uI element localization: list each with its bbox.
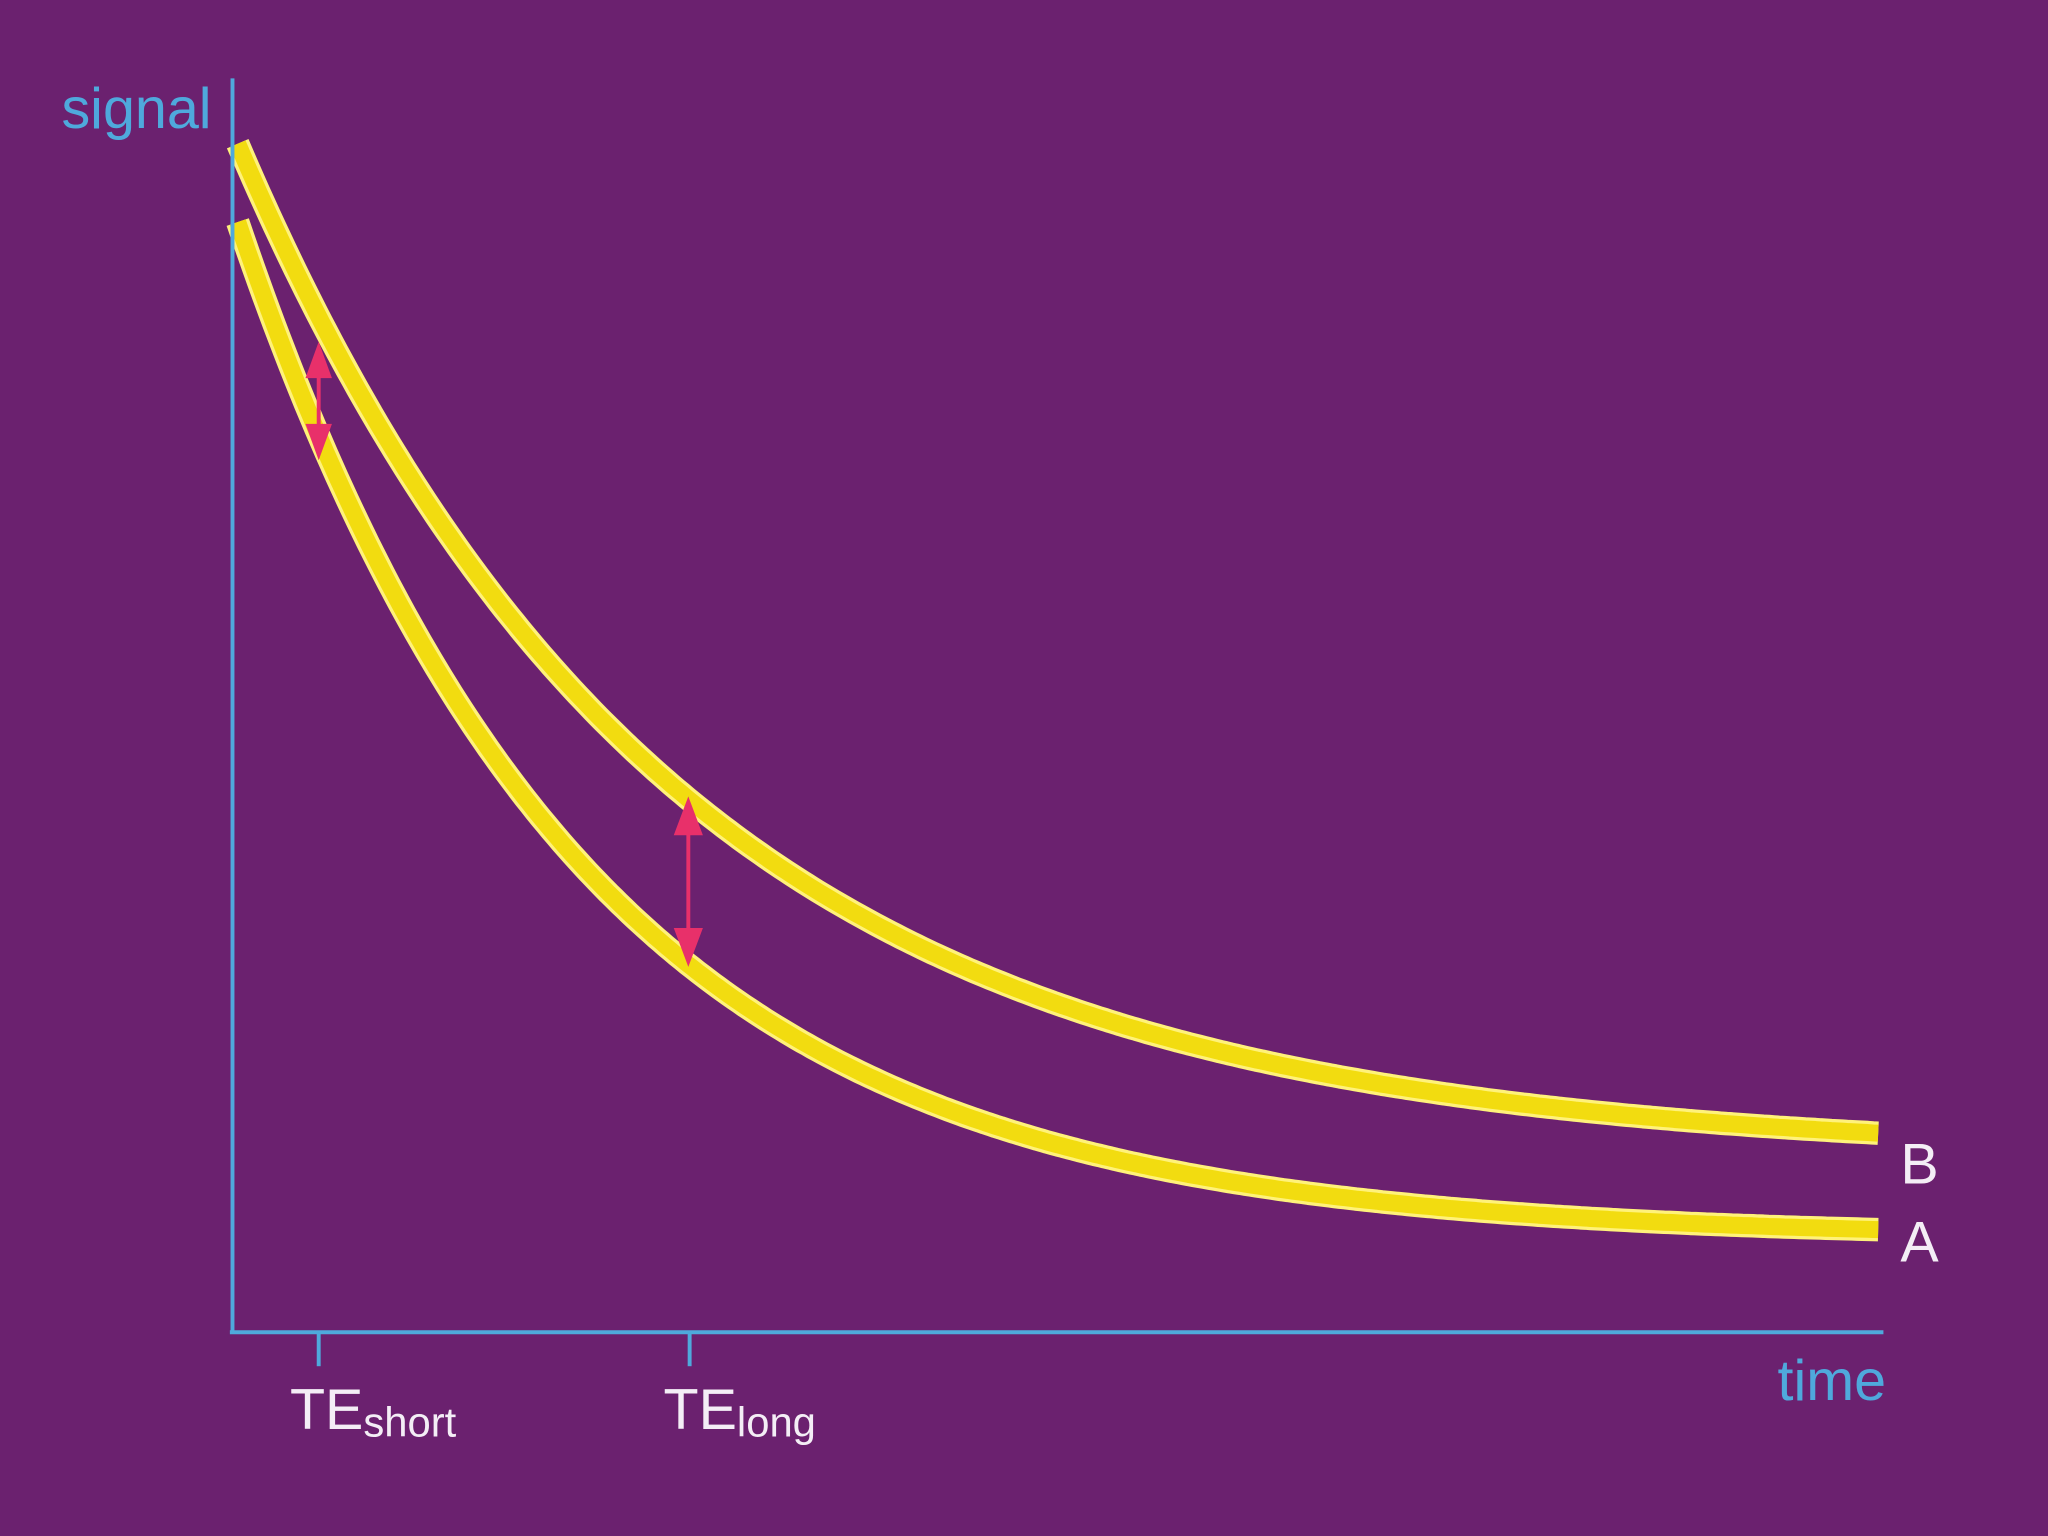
x-axis-label: time	[1777, 1349, 1886, 1413]
marker-text: TE	[290, 1378, 363, 1442]
arrow-head	[673, 927, 703, 967]
difference-arrows	[305, 341, 703, 967]
arrow-head	[305, 341, 332, 379]
arrow-head	[673, 796, 703, 836]
y-axis-label: signal	[61, 77, 211, 141]
decay-curve	[229, 140, 1882, 1142]
marker-text: TE	[664, 1378, 737, 1442]
curve-label: B	[1900, 1132, 1938, 1196]
marker-subscript: long	[737, 1399, 816, 1446]
marker-subscript: short	[363, 1399, 456, 1446]
decay-curve	[229, 219, 1882, 1239]
marker-label: TElong	[664, 1378, 816, 1446]
marker-label: TEshort	[290, 1378, 457, 1446]
curves	[226, 139, 1885, 1242]
curve-label: A	[1900, 1211, 1939, 1275]
arrow-head	[305, 423, 332, 461]
